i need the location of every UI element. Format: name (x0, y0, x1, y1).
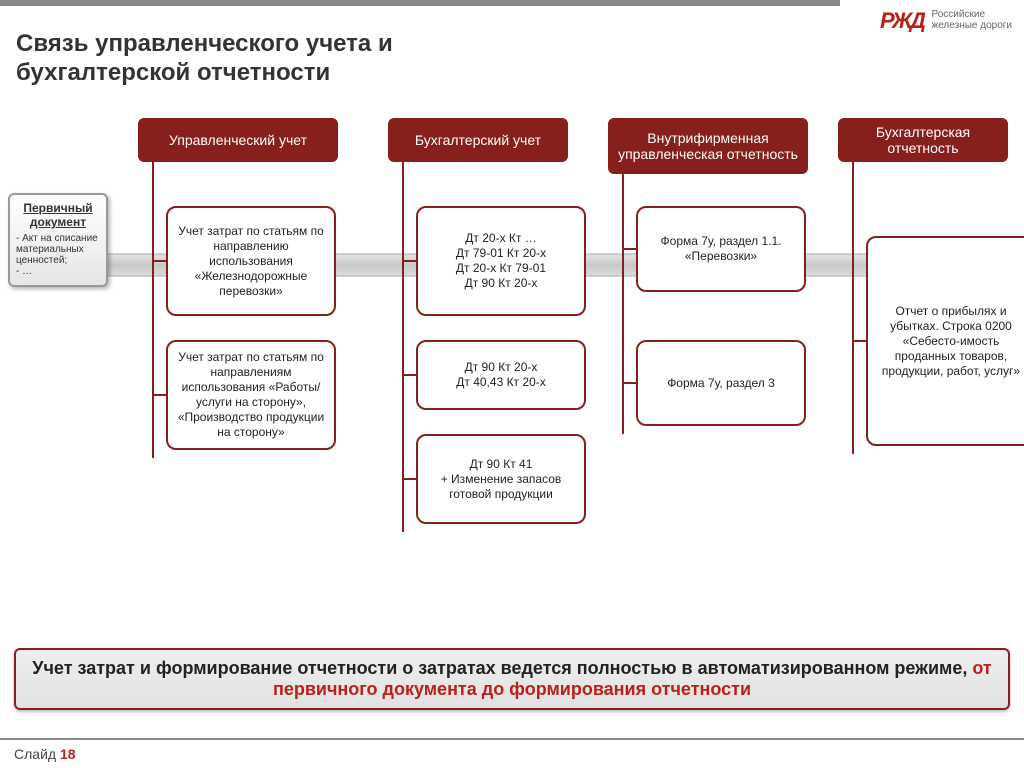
primary-document-panel: Первичный документ - Акт на списание мат… (8, 193, 108, 287)
column-stem (402, 162, 404, 532)
column-header: Управленческий учет (138, 118, 338, 162)
column-header: Внутрифирменная управленческая отчетност… (608, 118, 808, 174)
brand-tagline-line2: железные дороги (932, 20, 1012, 31)
diagram-box: Учет затрат по статьям по направлениям и… (166, 340, 336, 450)
box-connector (622, 382, 636, 384)
brand-tagline-line1: Российские (932, 9, 1012, 20)
statement-part1: Учет затрат и формирование отчетности о … (32, 658, 972, 678)
diagram-canvas: Управленческий учет Бухгалтерский учет Вну… (8, 118, 1016, 638)
brand-logo: P Ж Д Российские железные дороги (880, 8, 1012, 32)
column-header: Бухгалтерский учет (388, 118, 568, 162)
slide-number: 18 (60, 746, 76, 762)
header-rule (0, 0, 840, 6)
svg-text:Д: Д (908, 8, 926, 32)
box-connector (152, 260, 166, 262)
diagram-box: Отчет о прибылях и убытках. Строка 0200 … (866, 236, 1024, 446)
diagram-box: Форма 7у, раздел 3 (636, 340, 806, 426)
brand-tagline: Российские железные дороги (932, 9, 1012, 31)
diagram-box: Дт 90 Кт 41 + Изменение запасов готовой … (416, 434, 586, 524)
primary-document-title: Первичный документ (16, 201, 100, 229)
diagram-box: Дт 20-х Кт … Дт 79-01 Кт 20-х Дт 20-х Кт… (416, 206, 586, 316)
slide-label-text: Слайд (14, 746, 56, 762)
rzd-logo-icon: P Ж Д (880, 8, 926, 32)
box-connector (152, 394, 166, 396)
diagram-box: Дт 90 Кт 20-х Дт 40,43 Кт 20-х (416, 340, 586, 410)
box-connector (622, 248, 636, 250)
diagram-box: Учет затрат по статьям по направлению ис… (166, 206, 336, 316)
box-connector (402, 260, 416, 262)
footer-rule (0, 738, 1024, 740)
diagram-box: Форма 7у, раздел 1.1. «Перевозки» (636, 206, 806, 292)
slide-label: Слайд 18 (14, 746, 76, 762)
column-stem (622, 174, 624, 434)
box-connector (402, 478, 416, 480)
box-connector (402, 374, 416, 376)
column-header: Бухгалтерская отчетность (838, 118, 1008, 162)
column-stem (852, 162, 854, 454)
box-connector (852, 340, 866, 342)
bottom-statement: Учет затрат и формирование отчетности о … (14, 648, 1010, 710)
page-title: Связь управленческого учета и бухгалтерс… (16, 30, 536, 88)
column-stem (152, 162, 154, 458)
primary-document-body: - Акт на списание материальных ценностей… (16, 233, 100, 277)
